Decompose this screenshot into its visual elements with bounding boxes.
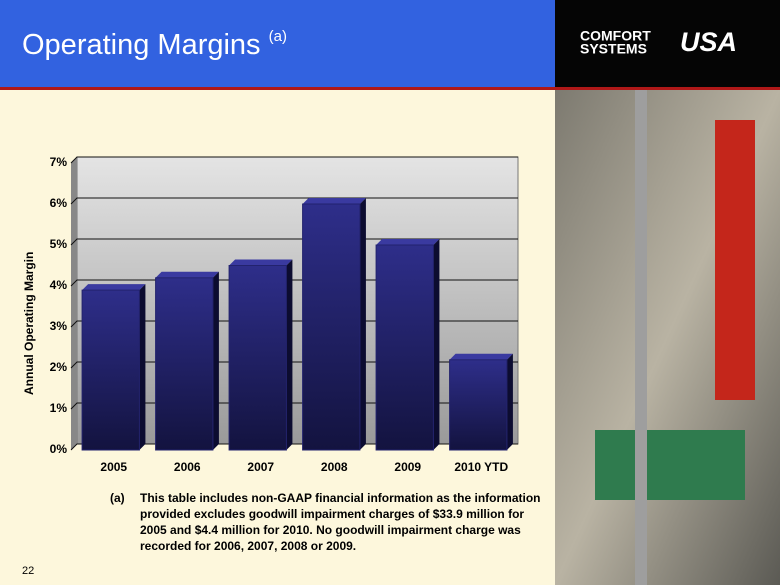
grid-line xyxy=(70,320,518,328)
bar xyxy=(81,289,140,451)
grid-line xyxy=(70,361,518,369)
plot-wall xyxy=(76,156,519,445)
grid-line xyxy=(70,156,518,164)
y-tick-label: 7% xyxy=(50,155,68,169)
bar-side xyxy=(139,284,146,450)
bar-side xyxy=(433,239,440,450)
y-tick-label: 3% xyxy=(50,319,68,333)
photo-pump xyxy=(595,430,745,500)
y-tick-label: 0% xyxy=(50,442,68,456)
x-tick-label: 2005 xyxy=(100,460,127,474)
x-tick-label: 2009 xyxy=(394,460,421,474)
plot: 0% 1% 2% 3% 4% 5% 6% 7% 2005 2006 2007 2008 2009 2010… xyxy=(50,155,519,474)
bar-top xyxy=(302,198,366,204)
grid-line xyxy=(70,402,518,410)
bar-top xyxy=(376,239,440,245)
logo-band xyxy=(555,0,780,88)
photo-pole xyxy=(635,90,647,585)
logo-mark: USA xyxy=(680,27,737,57)
footnote-line: recorded for 2006, 2007, 2008 or 2009. xyxy=(140,539,356,553)
header-band xyxy=(0,0,555,88)
x-tick-label: 2007 xyxy=(247,460,274,474)
grid-line xyxy=(70,443,518,451)
x-tick-label: 2006 xyxy=(174,460,201,474)
bar-side xyxy=(286,259,293,450)
x-tick-label: 2010 YTD xyxy=(454,460,508,474)
bar-top xyxy=(229,259,293,266)
logo-text: COMFORT xyxy=(580,28,651,44)
bar xyxy=(302,203,361,451)
bar-top xyxy=(82,284,146,291)
bar-top xyxy=(449,353,513,360)
y-tick-label: 1% xyxy=(50,401,68,415)
x-tick-label: 2008 xyxy=(321,460,348,474)
bar xyxy=(155,277,214,451)
page-number: 22 xyxy=(22,565,34,577)
bar-side xyxy=(359,198,366,450)
bar-side xyxy=(506,353,513,450)
footnote-line: 2005 and $4.4 million for 2010. No goodw… xyxy=(140,523,521,537)
grid-line xyxy=(70,238,518,246)
plot-side-wall xyxy=(71,157,77,450)
y-tick-label: 6% xyxy=(50,196,68,210)
bar-side xyxy=(212,271,219,450)
header-rule xyxy=(0,87,780,90)
logo-text: SYSTEMS xyxy=(580,41,647,57)
bar xyxy=(449,359,508,451)
footnote-marker: (a) xyxy=(110,491,125,505)
title: Operating Margins (a) xyxy=(22,28,287,61)
y-tick-label: 5% xyxy=(50,237,68,251)
grid-line xyxy=(70,197,518,205)
bar xyxy=(375,244,434,451)
grid-line xyxy=(70,279,518,287)
bar xyxy=(228,265,287,451)
y-tick-label: 4% xyxy=(50,278,68,292)
photo-pipe xyxy=(715,120,755,400)
footnote-line: This table includes non-GAAP financial i… xyxy=(140,491,540,505)
y-axis-label: Annual Operating Margin xyxy=(22,252,36,395)
y-tick-label: 2% xyxy=(50,360,68,374)
bar-top xyxy=(155,271,219,278)
footnote-line: provided excludes goodwill impairment ch… xyxy=(140,507,524,521)
